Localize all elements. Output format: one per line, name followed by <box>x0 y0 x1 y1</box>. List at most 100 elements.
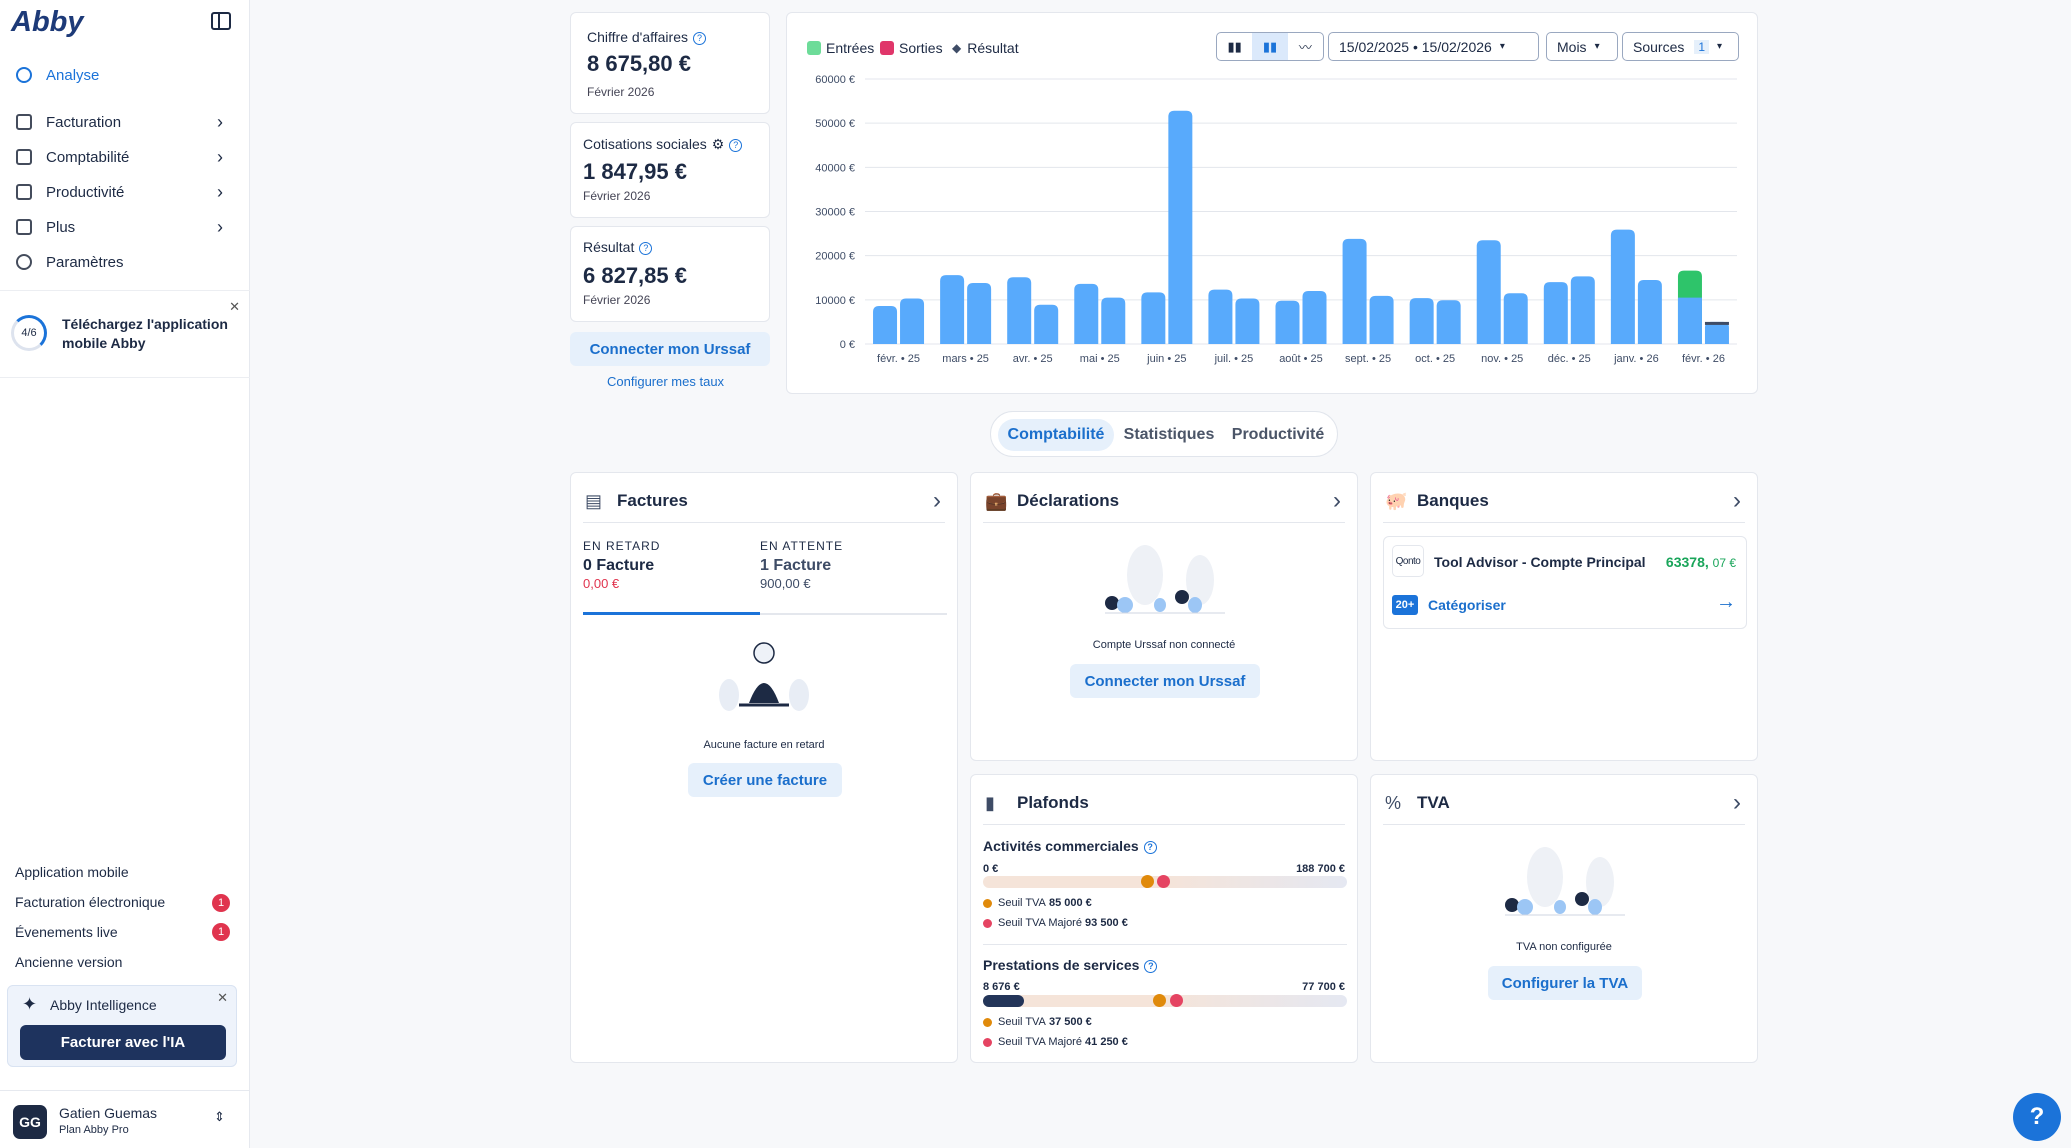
legend-value: 41 250 € <box>1085 1036 1128 1048</box>
bar-sorties <box>1235 298 1260 344</box>
ceiling-max: 188 700 € <box>1296 863 1345 875</box>
legend-resultat[interactable]: ◆ Résultat <box>952 40 1019 56</box>
ceiling-progress-bar <box>983 994 1347 1007</box>
help-icon[interactable]: ? <box>1143 840 1157 854</box>
sidebar: Abby Analyse Facturation › Comptabilité … <box>0 0 250 1148</box>
document-icon <box>16 114 32 130</box>
y-tick-label: 30000 € <box>815 207 855 219</box>
bar-sorties <box>1704 321 1729 344</box>
account-balance: 63378, 07 € <box>1666 554 1736 570</box>
bar-sorties <box>1637 279 1662 344</box>
bar-sorties <box>1436 300 1461 344</box>
arrow-right-icon[interactable]: → <box>1716 591 1736 613</box>
late-invoices-tab[interactable]: EN RETARD 0 Facture 0,00 € <box>583 539 760 615</box>
empty-state-text: TVA non configurée <box>1516 941 1612 953</box>
bar-sorties <box>1302 291 1327 344</box>
date-range-text: 15/02/2025 • 15/02/2026 <box>1339 38 1492 55</box>
abby-logo[interactable]: Abby <box>11 6 84 38</box>
bar-sorties <box>1503 293 1528 344</box>
legend-label: Seuil TVA <box>998 1016 1046 1028</box>
threshold-legend: Seuil TVA 37 500 € <box>983 1016 1092 1028</box>
trees-illustration <box>1105 545 1225 614</box>
chevron-updown-icon[interactable]: ⇕ <box>214 1109 225 1124</box>
help-icon[interactable]: ? <box>729 138 743 152</box>
chevron-right-icon[interactable]: › <box>1733 487 1741 514</box>
chevron-right-icon[interactable]: › <box>1333 487 1341 514</box>
chevron-right-icon: › <box>217 111 223 132</box>
sidebar-item-productivite[interactable]: Productivité › <box>0 175 250 209</box>
link-facturation-electronique[interactable]: Facturation électronique <box>15 894 166 910</box>
grouped-bar-icon[interactable]: ▮▮ <box>1252 33 1288 60</box>
x-tick-label: sept. • 25 <box>1345 353 1391 365</box>
legend-label: Résultat <box>967 40 1019 56</box>
categorize-link[interactable]: Catégoriser <box>1428 597 1506 613</box>
legend-sorties[interactable]: Sorties <box>880 40 943 56</box>
kpi-period: Février 2026 <box>587 85 655 99</box>
sidebar-item-facturation[interactable]: Facturation › <box>0 105 250 139</box>
user-menu[interactable]: GG Gatien Guemas Plan Abby Pro ⇕ <box>0 1090 250 1148</box>
sidebar-item-parametres[interactable]: Paramètres <box>0 245 250 279</box>
sidebar-item-analyse[interactable]: Analyse <box>0 58 250 92</box>
ai-invoice-button[interactable]: Facturer avec l'IA <box>20 1025 226 1060</box>
ceiling-label-text: Activités commerciales <box>983 838 1139 854</box>
bar-entrees <box>1409 298 1434 344</box>
chevron-down-icon: ▾ <box>1499 41 1505 52</box>
period-select[interactable]: Mois ▾ <box>1546 32 1618 61</box>
legend-dot <box>983 898 992 908</box>
legend-entrees[interactable]: Entrées <box>807 40 874 56</box>
bar-chart-icon[interactable]: ▮▮ <box>1227 38 1242 54</box>
legend-label: Sorties <box>899 40 943 56</box>
configure-rates-link[interactable]: Configurer mes taux <box>607 374 725 389</box>
tva-header[interactable]: % TVA › <box>1383 789 1745 825</box>
sidebar-item-label: Productivité <box>46 183 125 201</box>
y-tick-label: 60000 € <box>815 74 855 86</box>
chevron-right-icon[interactable]: › <box>1733 789 1741 816</box>
threshold-marker <box>1152 994 1166 1007</box>
date-range-picker[interactable]: 15/02/2025 • 15/02/2026 ▾ <box>1328 32 1539 61</box>
bar-sorties <box>1101 297 1126 344</box>
late-count: 0 Facture <box>583 557 655 574</box>
card-title: TVA <box>1417 793 1450 812</box>
ceiling-progress-fill <box>983 995 1024 1007</box>
kpi-resultat: Résultat? 6 827,85 € Février 2026 <box>570 226 770 322</box>
sources-text: Sources <box>1633 38 1685 55</box>
pending-invoices-tab[interactable]: EN ATTENTE 1 Facture 900,00 € <box>760 539 947 615</box>
link-application-mobile[interactable]: Application mobile <box>15 864 129 880</box>
bar-resultat-marker <box>1704 321 1729 325</box>
connect-urssaf-button[interactable]: Connecter mon Urssaf <box>570 332 770 366</box>
configure-tva-button[interactable]: Configurer la TVA <box>1488 966 1642 1000</box>
sidebar-item-plus[interactable]: Plus › <box>0 210 250 244</box>
sidebar-item-label: Facturation <box>46 113 122 131</box>
kpi-label: Cotisations sociales ⚙? <box>583 136 743 153</box>
close-icon[interactable]: ✕ <box>217 990 228 1005</box>
link-evenements-live[interactable]: Évenements live <box>15 924 118 940</box>
tab-statistiques[interactable]: Statistiques <box>1123 426 1215 443</box>
tab-comptabilite[interactable]: Comptabilité <box>998 419 1114 451</box>
factures-header[interactable]: ▤ Factures › <box>583 487 945 523</box>
legend-value: 37 500 € <box>1048 1016 1092 1028</box>
line-chart-icon[interactable]: 〰 <box>1298 40 1312 55</box>
sparkle-icon: ✦ <box>22 994 38 1014</box>
declarations-header[interactable]: 💼 Déclarations › <box>983 487 1345 523</box>
close-icon[interactable]: ✕ <box>229 299 240 314</box>
gear-icon[interactable]: ⚙ <box>711 136 725 152</box>
sidebar-toggle-icon[interactable] <box>211 12 231 30</box>
link-ancienne-version[interactable]: Ancienne version <box>15 954 123 970</box>
bar-sorties <box>1168 110 1193 344</box>
help-icon[interactable]: ? <box>1144 959 1158 973</box>
sidebar-item-comptabilite[interactable]: Comptabilité › <box>0 140 250 174</box>
card-title: Plafonds <box>1017 793 1089 812</box>
banques-header[interactable]: 🐖 Banques › <box>1383 487 1745 523</box>
bank-account-item[interactable]: Qonto Tool Advisor - Compte Principal 63… <box>1383 536 1747 629</box>
mobile-app-promo[interactable]: 4/6 Téléchargez l'application mobile Abb… <box>0 290 250 378</box>
y-tick-label: 0 € <box>840 339 855 351</box>
chevron-right-icon[interactable]: › <box>933 487 941 514</box>
help-button[interactable]: ? <box>2013 1093 2061 1141</box>
create-invoice-button[interactable]: Créer une facture <box>688 763 842 797</box>
help-icon[interactable]: ? <box>639 241 653 255</box>
connect-urssaf-button[interactable]: Connecter mon Urssaf <box>1070 664 1260 698</box>
help-icon[interactable]: ? <box>693 31 706 45</box>
x-tick-label: févr. • 26 <box>1682 353 1725 365</box>
tab-productivite[interactable]: Productivité <box>1231 426 1325 443</box>
sources-select[interactable]: Sources 1 ▾ <box>1622 32 1739 61</box>
